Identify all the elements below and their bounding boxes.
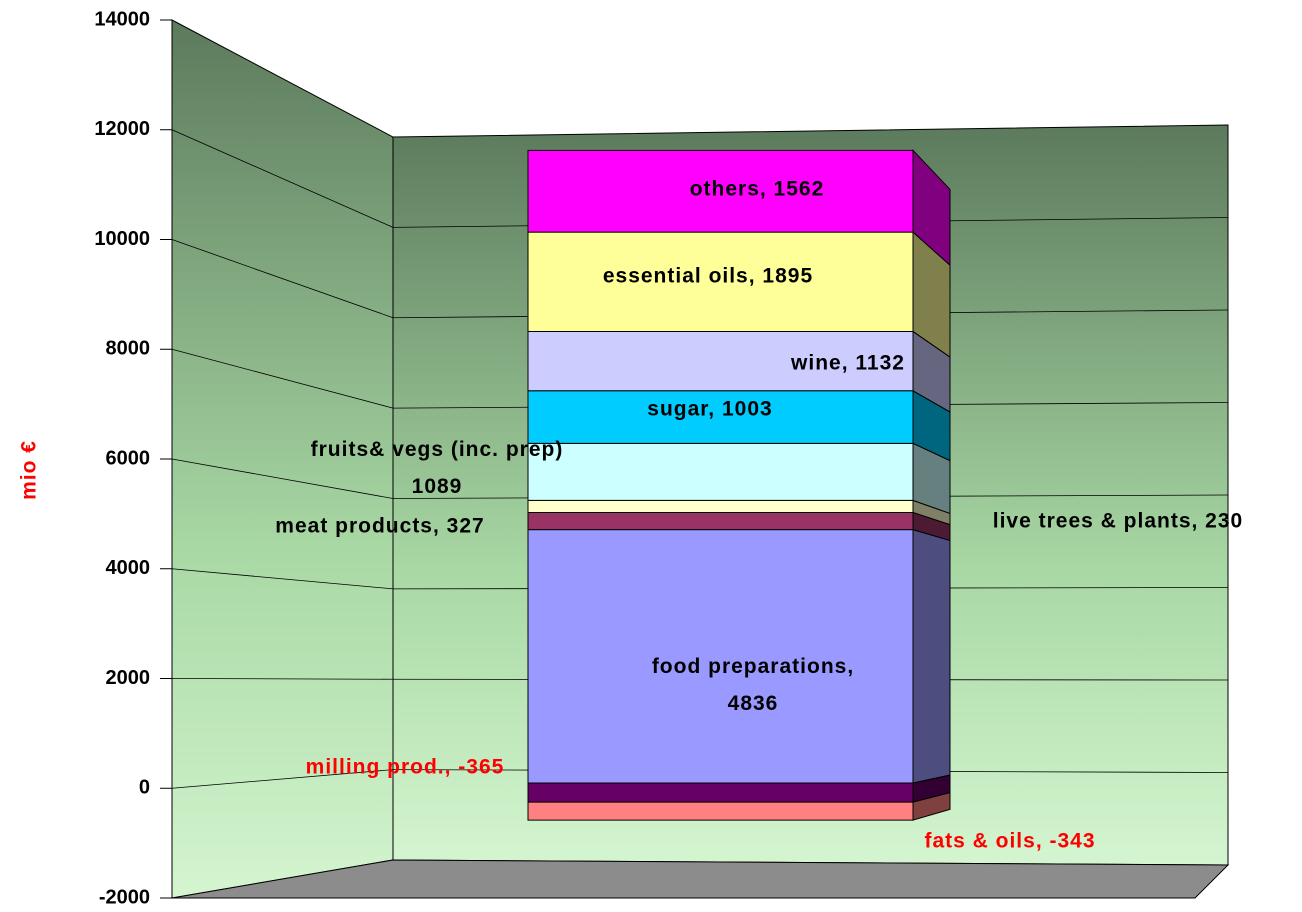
data-label: live trees & plants, 230 (993, 510, 1243, 533)
data-label: milling prod., -365 (306, 756, 505, 779)
grid-line (171, 129, 394, 228)
y-tick-label: 10000 (94, 228, 150, 250)
bar-segment (527, 499, 914, 513)
data-label: sugar, 1003 (647, 398, 772, 421)
y-tick-label: -2000 (99, 886, 150, 908)
grid-line (171, 678, 394, 680)
data-label: fruits& vegs (inc. prep) 1089 (311, 438, 564, 498)
y-tick-label: 14000 (94, 8, 150, 30)
bar-side (912, 528, 951, 784)
grid-line (171, 568, 394, 590)
data-label: wine, 1132 (790, 352, 905, 375)
bar-segment (527, 149, 914, 233)
bar-segment (527, 511, 914, 531)
floor (171, 859, 1230, 899)
data-label: meat products, 327 (275, 515, 484, 538)
grid-line (171, 239, 394, 319)
bar-segment (527, 782, 914, 803)
grid-line (171, 458, 394, 499)
bar-segment (527, 442, 914, 501)
grid-line (171, 769, 394, 789)
data-label: others, 1562 (690, 178, 825, 201)
data-label: essential oils, 1895 (603, 265, 813, 288)
y-tick-label: 6000 (106, 447, 151, 469)
y-tick-label: 12000 (94, 118, 150, 140)
bar-segment (527, 801, 914, 821)
grid-line (171, 348, 394, 409)
data-label: food preparations, 4836 (652, 655, 854, 715)
y-tick-label: 2000 (106, 667, 151, 689)
y-axis-label: mio € (18, 440, 41, 500)
y-tick-label: 0 (139, 777, 150, 799)
y-tick-label: 8000 (106, 338, 151, 360)
data-label: fats & oils, -343 (924, 830, 1095, 853)
y-tick-label: 4000 (106, 557, 151, 579)
